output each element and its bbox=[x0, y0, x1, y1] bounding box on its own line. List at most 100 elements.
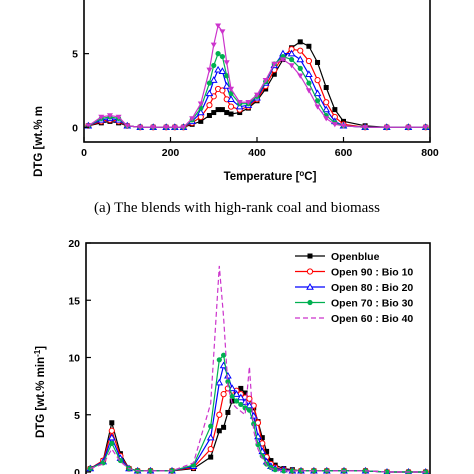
legend-entry-4: Open 60 : Bio 40 bbox=[295, 313, 413, 325]
data-point-top-0-29 bbox=[332, 107, 338, 113]
series-line-bottom-2 bbox=[90, 363, 426, 473]
data-point-top-3-26 bbox=[306, 80, 312, 86]
data-point-bottom-1-17 bbox=[246, 395, 253, 402]
data-point-top-0-27 bbox=[315, 59, 321, 65]
data-point-top-0-26 bbox=[306, 43, 312, 49]
series-top-4 bbox=[85, 23, 429, 131]
data-point-bottom-0-10 bbox=[216, 428, 222, 434]
data-point-top-0-15 bbox=[219, 107, 225, 113]
data-point-top-2-13 bbox=[209, 76, 218, 83]
data-point-top-0-13 bbox=[211, 110, 217, 116]
legend-label-2: Open 80 : Bio 20 bbox=[331, 282, 413, 294]
legend-label-0: Openblue bbox=[331, 251, 380, 263]
data-point-top-4-19 bbox=[245, 100, 252, 106]
series-line-top-3 bbox=[88, 52, 426, 128]
data-point-top-3-16 bbox=[224, 73, 230, 79]
y-tick-label-bottom: 10 bbox=[68, 353, 80, 365]
plot-area-bottom bbox=[85, 242, 431, 474]
data-point-top-1-15 bbox=[219, 87, 226, 94]
data-point-top-3-25 bbox=[297, 65, 303, 71]
data-point-top-2-12 bbox=[205, 89, 214, 97]
data-point-top-1-17 bbox=[227, 103, 235, 110]
data-point-top-4-13 bbox=[210, 42, 217, 48]
series-line-bottom-4 bbox=[90, 265, 426, 473]
data-point-bottom-2-9 bbox=[206, 433, 215, 441]
legend-label-4: Open 60 : Bio 40 bbox=[331, 313, 413, 325]
data-point-bottom-1-2 bbox=[108, 427, 115, 434]
y-tick-label-bottom: 20 bbox=[68, 238, 80, 250]
plot-frame-top bbox=[83, 0, 431, 143]
data-point-bottom-3-13 bbox=[229, 393, 235, 400]
data-point-bottom-2-2 bbox=[107, 433, 116, 441]
data-point-top-1-27 bbox=[314, 77, 321, 84]
data-point-top-0-28 bbox=[323, 85, 329, 91]
series-line-bottom-1 bbox=[89, 387, 426, 473]
data-point-top-3-13 bbox=[211, 62, 217, 69]
data-point-top-1-12 bbox=[206, 102, 213, 109]
legend-marker-2 bbox=[306, 282, 314, 290]
data-point-bottom-3-15 bbox=[238, 401, 244, 408]
data-point-bottom-0-16 bbox=[242, 390, 248, 396]
data-point-bottom-0-11 bbox=[221, 424, 227, 430]
data-point-top-4-29 bbox=[331, 122, 338, 128]
data-point-bottom-0-15 bbox=[238, 385, 244, 391]
data-point-bottom-2-10 bbox=[215, 378, 224, 386]
series-bottom-1 bbox=[87, 385, 429, 474]
data-point-bottom-2-14 bbox=[232, 390, 241, 397]
x-axis-label-top: Temperature [oC] bbox=[224, 169, 317, 183]
data-point-bottom-3-2 bbox=[109, 440, 115, 446]
legend-marker-3 bbox=[307, 299, 313, 306]
data-point-top-3-17 bbox=[228, 90, 234, 96]
y-tick-label-top: 0 bbox=[72, 122, 78, 134]
data-point-top-2-25 bbox=[296, 55, 305, 63]
data-point-top-2-27 bbox=[313, 89, 322, 97]
y-tick-label-bottom: 0 bbox=[74, 467, 80, 474]
x-tick-label-top: 200 bbox=[162, 147, 180, 159]
y-tick-label-bottom: 5 bbox=[74, 410, 80, 422]
data-point-top-4-32 bbox=[383, 125, 390, 131]
data-point-bottom-3-9 bbox=[208, 423, 214, 429]
y-axis-label-bottom: DTG [wt.% min-1] bbox=[33, 346, 47, 438]
data-point-top-2-17 bbox=[227, 95, 235, 102]
x-tick-label-top: 400 bbox=[248, 147, 266, 159]
data-point-top-2-26 bbox=[305, 70, 313, 77]
data-point-bottom-3-14 bbox=[233, 398, 240, 404]
data-point-top-1-28 bbox=[323, 99, 330, 106]
series-line-top-2 bbox=[88, 53, 426, 128]
data-point-bottom-0-20 bbox=[259, 435, 265, 441]
data-point-bottom-3-25 bbox=[289, 468, 295, 474]
data-point-top-4-6 bbox=[150, 125, 157, 131]
data-point-bottom-3-24 bbox=[281, 468, 287, 474]
series-line-top-0 bbox=[88, 41, 426, 128]
data-point-top-2-11 bbox=[196, 108, 205, 116]
data-point-top-4-7 bbox=[163, 125, 170, 131]
data-point-bottom-3-26 bbox=[298, 468, 304, 474]
chart-bottom: 0 5 10 15 20 DTG [wt.% min-1] Openblue Open 9… bbox=[33, 238, 431, 474]
data-point-bottom-3-16 bbox=[242, 405, 248, 411]
data-point-bottom-0-21 bbox=[264, 448, 270, 454]
data-point-top-0-12 bbox=[206, 112, 212, 118]
legend-entry-0: Openblue bbox=[295, 251, 380, 263]
data-point-top-4-31 bbox=[362, 125, 369, 131]
data-point-top-3-14 bbox=[215, 51, 221, 57]
legend: Openblue Open 90 : Bio 10 Open 80 : Bio 20… bbox=[295, 251, 413, 325]
y-axis-bottom: 0 5 10 15 20 bbox=[68, 238, 91, 474]
series-bottom-3 bbox=[87, 352, 429, 474]
data-point-top-4-33 bbox=[405, 125, 412, 131]
data-point-top-4-26 bbox=[305, 88, 312, 94]
data-point-top-4-11 bbox=[197, 101, 204, 107]
data-point-bottom-3-31 bbox=[384, 469, 390, 474]
data-point-bottom-2-15 bbox=[236, 393, 245, 401]
data-point-top-4-25 bbox=[297, 73, 304, 79]
data-point-bottom-0-9 bbox=[208, 454, 214, 460]
series-line-bottom-0 bbox=[89, 387, 426, 473]
x-tick-label-top: 0 bbox=[81, 147, 87, 159]
data-point-bottom-3-10 bbox=[216, 357, 222, 363]
data-point-top-4-8 bbox=[171, 125, 178, 131]
y-tick-label-bottom: 15 bbox=[68, 295, 80, 307]
data-point-bottom-0-22 bbox=[268, 458, 274, 464]
data-point-top-2-15 bbox=[218, 67, 227, 75]
legend-label-1: Open 90 : Bio 10 bbox=[331, 267, 413, 279]
